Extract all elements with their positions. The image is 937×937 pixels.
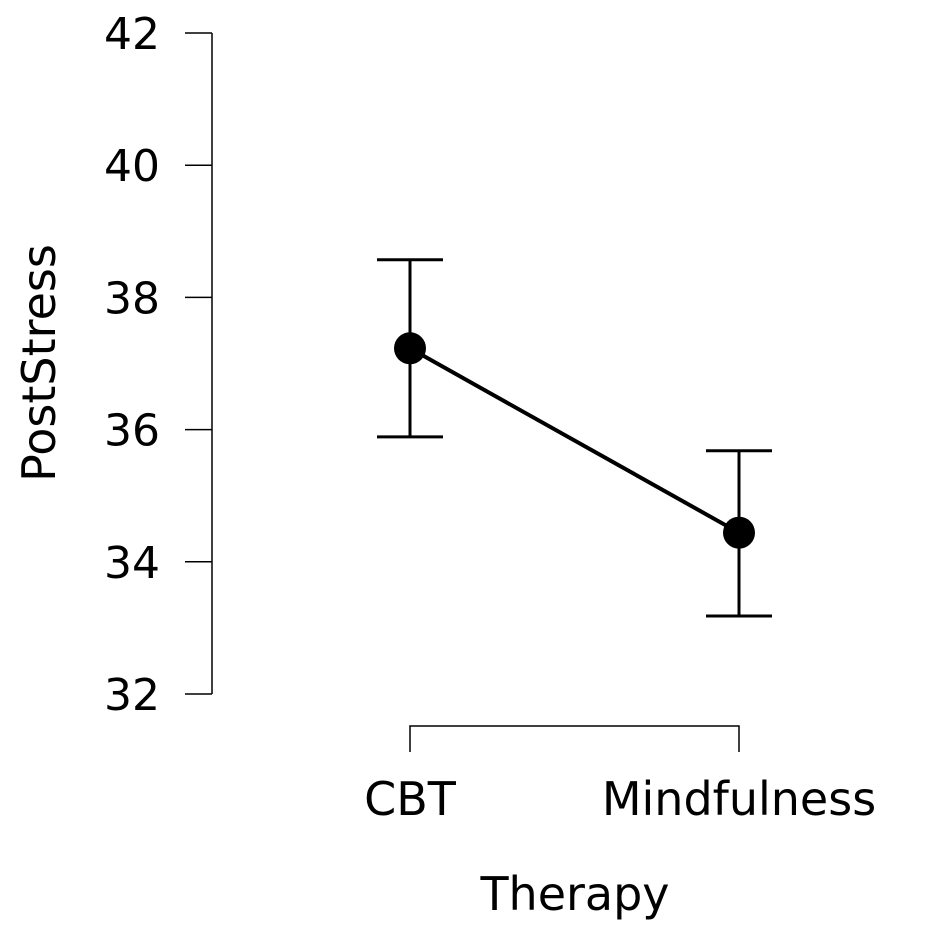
x-tick-label: CBT	[364, 772, 457, 826]
y-axis: 32 34 36 38 40 42	[104, 9, 213, 721]
y-tick-label: 32	[104, 670, 160, 721]
x-axis-label: Therapy	[479, 867, 669, 921]
y-tick-label: 40	[104, 141, 160, 192]
y-tick-label: 36	[104, 406, 160, 457]
x-axis-bracket	[409, 725, 740, 752]
data-point	[723, 516, 755, 549]
series-line	[409, 346, 740, 535]
y-tick-label: 34	[104, 538, 160, 589]
y-tick-label: 42	[104, 9, 160, 60]
data-point	[394, 332, 426, 365]
plot-marks	[377, 258, 772, 618]
y-tick-label: 38	[104, 273, 160, 324]
y-axis-label: PostStress	[12, 244, 66, 482]
x-tick-label: Mindfulness	[602, 772, 876, 826]
x-axis: CBT Mindfulness	[364, 725, 876, 826]
